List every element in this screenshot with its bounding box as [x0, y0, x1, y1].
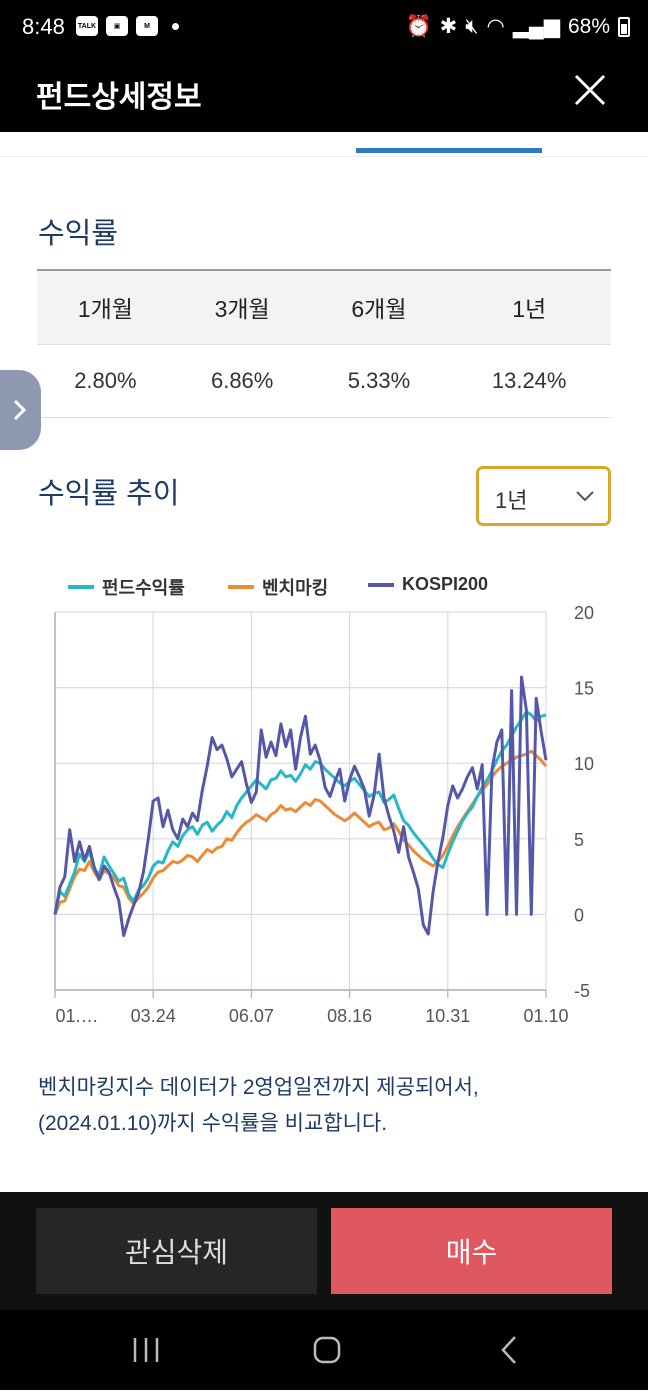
x-tick-label: 01.10	[523, 1006, 568, 1026]
close-icon[interactable]	[568, 68, 612, 112]
battery-percent: 68%	[567, 14, 610, 38]
period-header: 1개월	[37, 269, 174, 344]
x-tick-label: 03.24	[131, 1006, 176, 1026]
period-select-value: 1년	[495, 488, 528, 513]
legend-swatch	[368, 582, 394, 587]
y-tick-label: 0	[574, 905, 584, 925]
page-title: 펀드상세정보	[36, 81, 202, 114]
y-tick-label: 20	[574, 603, 594, 623]
alarm-icon: ⏰	[405, 14, 432, 38]
legend-label: KOSPI200	[402, 574, 489, 594]
talk-notification-icon: TALK	[76, 16, 98, 36]
x-tick-label: 10.31	[425, 1006, 470, 1026]
legend-swatch	[228, 585, 254, 589]
remove-favorite-button[interactable]: 관심삭제	[36, 1208, 317, 1294]
y-tick-label: 5	[574, 830, 584, 850]
return-value: 2.80%	[37, 343, 174, 418]
back-icon[interactable]	[501, 1336, 516, 1364]
bluetooth-icon: ✱	[439, 15, 458, 38]
gallery-notification-icon: ▣	[106, 16, 128, 36]
app-header: 펀드상세정보	[0, 56, 648, 132]
bottom-action-bar: 관심삭제 매수	[0, 1192, 648, 1310]
wifi-icon: ◠	[486, 15, 505, 38]
note-line: 벤치마킹지수 데이터가 2영업일전까지 제공되어서,	[38, 1076, 479, 1099]
y-tick-label: 15	[574, 679, 594, 699]
period-header: 1년	[447, 269, 611, 344]
status-bar: 8:48 TALK ▣ M ⏰ ✱ 🔇︎ ◠ ▂▄▆ 68%	[0, 0, 648, 56]
legend-swatch	[68, 585, 94, 589]
period-header: 3개월	[173, 269, 311, 344]
chevron-down-icon	[576, 491, 594, 502]
recent-apps-icon[interactable]	[133, 1338, 159, 1362]
home-icon[interactable]	[313, 1336, 341, 1364]
return-value: 6.86%	[173, 343, 311, 418]
active-tab-indicator	[356, 148, 542, 153]
y-tick-label: -5	[574, 981, 590, 1001]
benchmark-note: 벤치마킹지수 데이터가 2영업일전까지 제공되어서, (2024.01.10)까…	[38, 1070, 618, 1142]
legend-item-kospi: KOSPI200	[368, 574, 488, 595]
returns-section-title: 수익률	[38, 218, 119, 250]
return-value: 5.33%	[310, 343, 448, 418]
system-nav-bar	[0, 1310, 648, 1390]
battery-icon	[618, 16, 630, 37]
x-tick-label: 08.16	[327, 1006, 372, 1026]
note-line: (2024.01.10)까지 수익률을 비교합니다.	[38, 1112, 388, 1135]
buy-button[interactable]: 매수	[331, 1208, 612, 1294]
legend-item-bench: 벤치마킹	[228, 574, 328, 600]
side-drawer-handle[interactable]	[0, 370, 41, 450]
legend-label: 펀드수익률	[102, 578, 185, 598]
x-tick-label: 01.…	[55, 1006, 98, 1026]
chevron-right-icon	[13, 399, 27, 421]
returns-table: 1개월 3개월 6개월 1년 2.80% 6.86% 5.33% 13.24%	[37, 269, 611, 418]
legend-label: 벤치마킹	[262, 578, 329, 598]
period-select[interactable]: 1년	[476, 466, 611, 526]
status-time: 8:48	[22, 14, 65, 39]
x-tick-label: 06.07	[229, 1006, 274, 1026]
period-header: 6개월	[310, 269, 448, 344]
mute-icon: 🔇︎	[465, 14, 479, 38]
signal-icon: ▂▄▆	[512, 15, 560, 38]
y-tick-label: 10	[574, 754, 594, 774]
mstock-notification-icon: M	[136, 16, 158, 36]
return-trend-chart: 20 15 10 5 0 -5 01.… 03.24 06.07 08.16 10.31 01.10	[53, 603, 594, 1026]
legend-item-fund: 펀드수익률	[68, 574, 185, 600]
more-notifications-icon	[172, 22, 179, 30]
series-line-kospi	[53, 675, 548, 938]
return-value: 13.24%	[447, 343, 611, 418]
tab-divider	[0, 156, 648, 157]
trend-section-title: 수익률 추이	[38, 478, 180, 510]
